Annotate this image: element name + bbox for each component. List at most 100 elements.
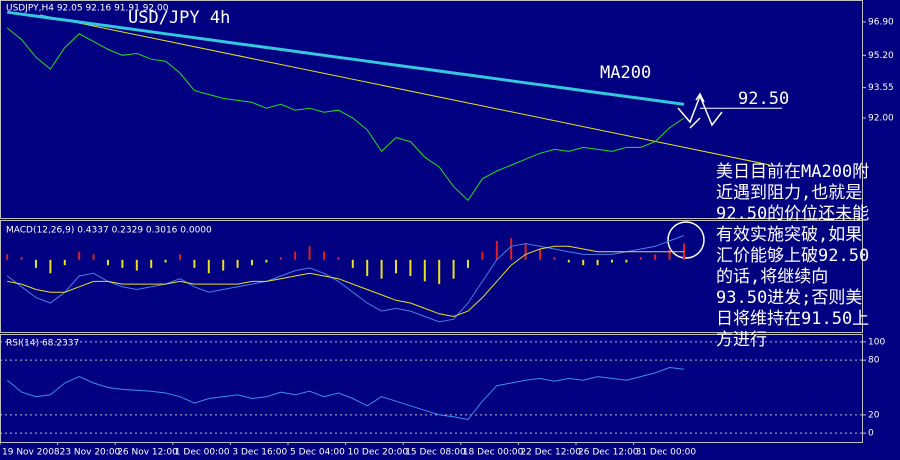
histogram-bar (294, 251, 297, 260)
histogram-bar (265, 259, 268, 263)
histogram-bar (481, 251, 484, 260)
histogram-bar (251, 259, 253, 266)
note-line: 93.50进发;否则美 (716, 288, 862, 308)
macd-header: MACD(12,26,9) 0.4337 0.2329 0.3016 0.000… (6, 226, 212, 236)
price-header: USDJPY,H4 92.05 92.16 91.91 92.00 (6, 4, 169, 14)
histogram-bar (553, 257, 556, 260)
histogram-bar (78, 251, 81, 260)
histogram-bar (423, 259, 426, 282)
x-tick-label: 19 Nov 2008 (2, 448, 60, 458)
histogram-bar (164, 259, 167, 263)
histogram-bar (308, 246, 311, 260)
x-tick-label: 22 Dec 12:00 (520, 448, 581, 458)
series-line (6, 366, 685, 421)
histogram-bar (135, 259, 138, 271)
y-tick-label: 92.00 (868, 114, 894, 124)
histogram-bar (409, 259, 412, 276)
histogram-bar (49, 259, 52, 274)
histogram-bar (596, 259, 599, 266)
histogram-bar (539, 249, 541, 260)
note-line: 汇价能够上破92.50 (716, 246, 869, 266)
note-line: 美日目前在MA200附 (716, 162, 869, 182)
histogram-bar (582, 259, 585, 266)
y-tick-label: 93.55 (868, 83, 894, 93)
x-tick-label: 1 Dec 00:00 (175, 448, 230, 458)
macd-line (7, 245, 684, 318)
histogram-bar (107, 259, 109, 266)
histogram-bar (150, 259, 153, 268)
panel-frames (0, 0, 863, 443)
histogram-bar (179, 254, 181, 260)
y-tick-label: 100 (868, 337, 885, 347)
histogram-bar (92, 254, 95, 260)
price-panel (0, 0, 863, 219)
arrow-path (677, 93, 723, 127)
histogram-bar (193, 259, 196, 268)
histogram-bar (222, 259, 225, 271)
histogram-bar (668, 249, 671, 260)
note-line: 的话,将继续向 (716, 267, 828, 287)
histogram-bar (510, 238, 513, 260)
x-tick-label: 3 Dec 16:00 (232, 448, 287, 458)
histogram-bar (35, 259, 37, 268)
histogram-bar (654, 254, 657, 260)
highlight-circle (667, 221, 705, 259)
histogram-bar (395, 259, 397, 274)
macd-line (6, 235, 685, 323)
histogram-bar (366, 259, 369, 276)
histogram-bar (567, 259, 570, 263)
histogram-bar (323, 251, 325, 260)
rsi-header: RSI(14) 68.2337 (6, 339, 79, 349)
arrows (667, 92, 723, 259)
histogram-bar (6, 254, 9, 260)
series-line (6, 27, 685, 202)
x-tick-label: 5 Dec 04:00 (290, 448, 345, 458)
x-tick-label: 10 Dec 20:00 (348, 448, 409, 458)
note-line: 有效实施突破,如果 (716, 225, 862, 245)
x-tick-label: 31 Dec 00:00 (636, 448, 697, 458)
histogram-bar (236, 259, 239, 268)
macd-panel (0, 220, 863, 333)
histogram-bar (351, 259, 354, 268)
histogram-bar (279, 257, 282, 260)
histogram-bar (611, 259, 613, 263)
histogram-bar (625, 259, 628, 263)
histogram-bar (452, 259, 455, 279)
rsi-panel (0, 334, 863, 443)
x-tick-label: 18 Dec 00:00 (463, 448, 524, 458)
histogram-bar (524, 243, 527, 260)
note-line: 近遇到阻力,也就是 (716, 183, 862, 203)
x-tick-label: 26 Nov 12:00 (117, 448, 178, 458)
chart-title: USD/JPY 4h (128, 8, 230, 28)
arrow-head (695, 92, 705, 103)
note-line: 方进行 (716, 330, 767, 350)
histogram-bar (20, 257, 23, 260)
histogram-bar (63, 259, 66, 266)
histogram-bar (121, 259, 124, 268)
arrow-down (689, 117, 701, 129)
histogram-bar (467, 259, 469, 268)
histogram-bar (337, 257, 340, 260)
y-tick-label: 80 (868, 356, 880, 366)
y-tick-label: 96.90 (868, 17, 894, 27)
level-label: 92.50 (738, 89, 789, 109)
ma-line (6, 10, 685, 106)
ma200-label: MA200 (600, 63, 651, 83)
note-line: 日将维持在91.50上 (716, 309, 869, 329)
note-line: 92.50的价位还未能 (716, 204, 869, 224)
histogram-bar (380, 259, 383, 279)
histogram-bar (639, 257, 642, 260)
histogram-bar (438, 259, 441, 285)
y-tick-label: 20 (868, 410, 880, 420)
y-tick-label: 95.20 (868, 51, 894, 61)
x-tick-label: 23 Nov 20:00 (60, 448, 121, 458)
histogram-bar (495, 240, 498, 260)
trend-line (39, 14, 771, 166)
x-tick-label: 15 Dec 08:00 (405, 448, 466, 458)
y-tick-label: 0 (868, 429, 874, 439)
histogram-bar (207, 259, 210, 274)
x-tick-label: 26 Dec 12:00 (578, 448, 639, 458)
